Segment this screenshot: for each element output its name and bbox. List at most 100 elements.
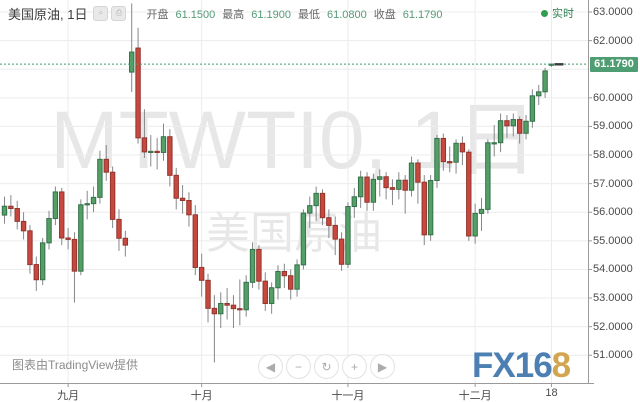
last-value-marker [554,63,564,66]
candle-body [249,248,256,283]
candle-body [485,142,491,210]
candle-body [275,270,281,289]
chevron-left-icon: ◀ [265,359,276,374]
candle-body [516,119,523,134]
plus-icon: + [350,359,358,374]
candle-body [370,178,377,203]
candle-body [122,237,129,246]
candle-body [447,161,453,164]
candle-body [466,151,472,237]
close-value: 61.1790 [402,8,443,21]
candle-body [160,136,167,153]
zoom-out-button[interactable]: − [286,354,311,379]
candle-body [109,171,116,220]
candle-body [65,237,71,240]
current-price-tag: 61.1790 [590,56,638,72]
price-axis-label: 54.0000 [593,263,633,276]
candle-body [71,238,78,272]
price-axis-label: 55.0000 [593,234,633,247]
candle-body [39,242,46,281]
candle-body [427,179,434,236]
low-label: 最低 [298,8,320,21]
reset-view-button[interactable]: ↻ [314,354,339,379]
candle-body [523,120,529,134]
candle-body [491,142,497,145]
candle-body [97,158,103,198]
candle-body [389,187,396,190]
close-label: 收盘 [373,8,396,21]
candle-body [129,51,135,73]
chevron-right-icon: ▶ [377,359,388,374]
candle-body [415,162,421,183]
time-axis-label: 十月 [190,390,213,402]
candle-body [262,280,268,304]
realtime-dot-icon [541,9,548,17]
price-axis-label: 57.0000 [593,177,633,190]
candle-body [364,176,370,203]
candle-body [434,137,440,181]
candle-body [205,279,211,309]
candle-body [377,176,383,180]
candle-body [116,218,122,239]
candle-body [198,266,205,281]
header-action-icon[interactable]: ⌕ [93,6,109,21]
scroll-left-button[interactable]: ◀ [258,354,283,379]
price-axis-label: 53.0000 [593,292,633,305]
candle-body [33,264,39,281]
candle-body [1,205,8,216]
scroll-right-button[interactable]: ▶ [370,354,395,379]
candle-body [27,230,33,266]
candle-body [319,192,326,219]
candle-body [459,142,466,153]
symbol-title[interactable]: 美国原油, 1日 [8,7,88,22]
candle-body [20,220,27,232]
price-axis-label: 56.0000 [593,206,633,219]
candle-body [478,208,485,214]
candle-body [548,63,555,66]
candle-body [186,200,192,216]
candle-body [504,120,510,127]
candle-body [14,208,20,222]
header-action-icon[interactable]: ⎙ [111,6,127,21]
candle-body [154,150,160,154]
candle-body [351,196,358,208]
zoom-in-button[interactable]: + [342,354,367,379]
candle-body [542,70,548,93]
candle-body [510,119,517,127]
candle-body [52,191,59,220]
candle-body [59,191,65,239]
fx168-logo: FX168 [472,346,571,385]
candle-body [421,181,427,236]
chart-nav-toolbar: ◀ − ↻ + ▶ [258,354,395,379]
candle-body [396,179,402,190]
low-value: 61.0800 [327,8,367,21]
candle-body [345,206,351,265]
open-value: 61.1500 [175,8,216,21]
candle-body [90,196,97,205]
price-axis-label: 59.0000 [593,120,633,133]
time-axis-label: 十一月 [331,390,365,402]
candle-body [307,205,313,214]
minus-icon: − [294,359,302,374]
candle-body [536,91,542,97]
candle-body [440,137,447,163]
candle-body [167,136,173,176]
candle-body [497,120,504,144]
price-axis-label: 63.0000 [593,6,633,18]
time-axis-label: 九月 [57,390,80,402]
candle-body [218,302,224,315]
time-axis-label: 十二月 [458,390,492,402]
candle-body [300,212,307,266]
candle-body [383,176,389,189]
candle-body [402,179,408,191]
candle-body [148,150,154,154]
candle-body [173,174,179,199]
ohlc-readout: 开盘 61.1500 最高 61.1900 最低 61.0800 收盘 61.1… [146,6,442,22]
candle-body [453,142,459,163]
candle-body [237,308,243,311]
candle-body [357,176,364,198]
price-axis-label: 60.0000 [593,91,633,104]
candle-body [326,217,332,226]
